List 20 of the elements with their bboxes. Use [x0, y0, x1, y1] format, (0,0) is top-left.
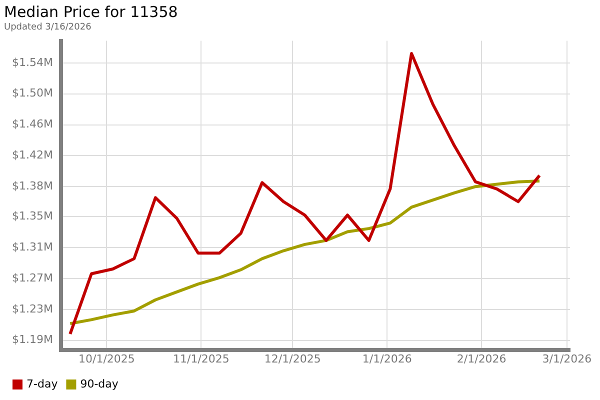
x-tick-label: 2/1/2026: [456, 352, 506, 366]
x-tick-label: 10/1/2025: [78, 352, 135, 366]
legend-label: 90-day: [80, 377, 119, 390]
x-tick-label: 11/1/2025: [172, 352, 230, 366]
x-tick-label: 3/1/2026: [542, 352, 592, 366]
y-tick-label: $1.27M: [12, 271, 53, 284]
chart-title: Median Price for 11358: [4, 2, 178, 21]
y-tick-label: $1.54M: [12, 56, 53, 69]
y-tick-label: $1.31M: [12, 240, 53, 254]
y-tick-label: $1.42M: [12, 148, 53, 162]
chart-subtitle: Updated 3/16/2026: [4, 22, 92, 33]
y-tick-label: $1.46M: [12, 118, 53, 131]
y-tick-label: $1.50M: [12, 86, 53, 100]
y-tick-label: $1.19M: [12, 333, 53, 346]
y-tick-label: $1.35M: [12, 210, 53, 223]
x-tick-label: 12/1/2025: [264, 352, 321, 366]
y-tick-label: $1.38M: [12, 179, 53, 192]
legend-label: 7-day: [26, 377, 58, 390]
x-tick-label: 1/1/2026: [362, 352, 412, 366]
y-tick-label: $1.23M: [12, 302, 53, 316]
